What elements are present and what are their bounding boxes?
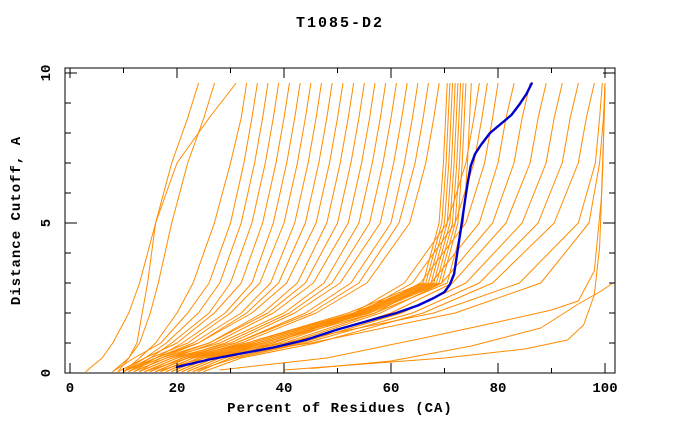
- reference-curve-group: [175, 82, 533, 369]
- x-tick-label: 0: [66, 381, 74, 397]
- model-curve: [133, 83, 387, 372]
- y-tick-label: 0: [39, 369, 55, 377]
- model-curve: [160, 83, 459, 372]
- model-curve: [128, 83, 280, 372]
- y-tick-label: 10: [39, 65, 55, 82]
- x-tick-label: 60: [383, 381, 400, 397]
- model-curve: [139, 83, 333, 372]
- axis-ticks-group: [65, 68, 615, 374]
- model-curve: [123, 83, 344, 372]
- model-curve: [117, 83, 237, 372]
- model-curve: [283, 84, 606, 371]
- model-curve: [155, 83, 453, 372]
- model-curve: [197, 83, 563, 372]
- model-curve: [133, 83, 355, 372]
- model-curve: [155, 83, 606, 372]
- chart-title: T1085-D2: [296, 15, 384, 32]
- reference-curve: [175, 82, 533, 369]
- model-curve: [128, 83, 365, 372]
- model-curve: [123, 83, 269, 372]
- x-tick-label: 20: [169, 381, 186, 397]
- model-curve: [144, 83, 429, 372]
- model-curve: [123, 83, 248, 372]
- model-curve: [123, 83, 312, 372]
- model-curve: [219, 84, 606, 371]
- x-tick-label: 80: [490, 381, 507, 397]
- y-axis-label: Distance Cutoff, A: [9, 136, 25, 305]
- x-tick-label: 100: [592, 381, 617, 397]
- model-curve: [310, 282, 614, 369]
- model-curve: [181, 83, 480, 372]
- model-curve: [203, 83, 595, 372]
- y-tick-label: 5: [39, 219, 55, 227]
- model-curve: [128, 83, 322, 372]
- model-curves-group: [85, 83, 614, 372]
- model-curve: [171, 83, 472, 372]
- model-curve: [117, 83, 290, 372]
- model-curve: [139, 83, 408, 372]
- model-curve: [149, 83, 419, 372]
- x-tick-label: 40: [276, 381, 293, 397]
- model-curve: [133, 83, 301, 372]
- x-axis-label: Percent of Residues (CA): [227, 401, 453, 417]
- model-curve: [144, 83, 603, 372]
- model-curve: [112, 83, 258, 372]
- model-curve: [112, 83, 215, 372]
- model-curve: [176, 83, 488, 372]
- model-curve: [192, 83, 579, 372]
- model-curve: [85, 83, 199, 372]
- plot-frame: [64, 67, 616, 374]
- model-curve: [149, 83, 448, 372]
